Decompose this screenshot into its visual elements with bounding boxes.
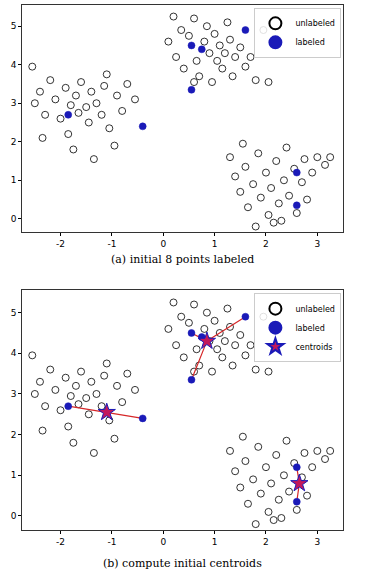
svg-text:3: 3 [314,537,320,547]
svg-text:0: 0 [11,511,17,521]
svg-text:0: 0 [160,239,166,249]
svg-text:3: 3 [11,389,17,399]
svg-text:5: 5 [11,21,17,31]
svg-text:2: 2 [263,537,269,547]
svg-text:4: 4 [11,348,17,358]
svg-text:3: 3 [11,98,17,108]
svg-text:2: 2 [263,239,269,249]
svg-text:centroids: centroids [295,343,332,352]
svg-text:unlabeled: unlabeled [295,19,335,28]
svg-text:1: 1 [212,239,218,249]
svg-text:labeled: labeled [295,38,324,47]
svg-text:2: 2 [11,137,17,147]
svg-text:unlabeled: unlabeled [295,305,335,314]
svg-text:2: 2 [11,430,17,440]
svg-text:(a) initial 8 points labeled: (a) initial 8 points labeled [111,253,254,266]
svg-text:-1: -1 [107,537,116,547]
svg-text:1: 1 [212,537,218,547]
svg-text:-2: -2 [56,537,65,547]
svg-text:4: 4 [11,60,17,70]
svg-text:0: 0 [160,537,166,547]
svg-text:labeled: labeled [295,324,324,333]
svg-text:3: 3 [314,239,320,249]
svg-text:0: 0 [11,214,17,224]
svg-text:5: 5 [11,308,17,318]
svg-text:1: 1 [11,175,17,185]
svg-text:-1: -1 [107,239,116,249]
svg-text:1: 1 [11,470,17,480]
svg-text:(b) compute initial centroids: (b) compute initial centroids [103,557,262,570]
svg-text:-2: -2 [56,239,65,249]
